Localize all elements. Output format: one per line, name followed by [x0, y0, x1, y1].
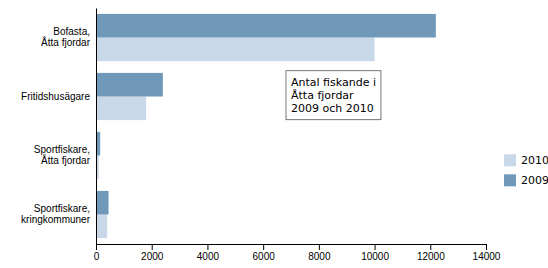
bar: [96, 215, 107, 239]
legend-swatch: [504, 174, 516, 186]
tick-label: Sportfiskare,kringkommuner: [21, 203, 91, 226]
legend: 2010 2009: [504, 154, 548, 187]
tick-label: 10000: [361, 251, 389, 262]
bar: [96, 191, 109, 215]
tick-label: 6000: [253, 251, 276, 262]
chart: 0 2000 4000 6000 8000 10000 12000 14000 Bofasta,…: [0, 0, 548, 268]
legend-swatch: [504, 154, 516, 166]
bar-series: [96, 14, 436, 215]
tick-label-line: Bofasta,: [53, 26, 90, 37]
tick: 10000: [361, 244, 389, 262]
axis-line: [97, 245, 487, 251]
annotation-text: Antal fiskande iÅtta fjordar2009 och 201…: [291, 76, 376, 115]
y-axis: Bofasta,Åtta fjordarFritidshusägareSport…: [21, 9, 96, 245]
bar-series: [96, 38, 375, 239]
tick-label-line: Sportfiskare,: [34, 144, 90, 155]
axis-line: [96, 9, 97, 245]
bar: [96, 73, 163, 97]
tick: 8000: [308, 244, 331, 262]
tick-label: 14000: [473, 251, 501, 262]
tick: 14000: [473, 244, 501, 262]
plot: 0 2000 4000 6000 8000 10000 12000 14000 Bofasta,…: [21, 9, 501, 263]
bar: [96, 97, 146, 121]
tick: Sportfiskare,Åtta fjordar: [34, 144, 96, 167]
tick: 2000: [141, 244, 164, 262]
tick-mark: [375, 244, 376, 250]
tick-label: 8000: [308, 251, 331, 262]
tick: Sportfiskare,kringkommuner: [21, 203, 96, 226]
tick-label: 12000: [417, 251, 445, 262]
tick-mark: [319, 244, 320, 250]
tick-label: 4000: [197, 251, 220, 262]
legend-label: 2010: [521, 154, 548, 167]
annotation: Antal fiskande iÅtta fjordar2009 och 201…: [286, 71, 381, 120]
tick-label: Bofasta,Åtta fjordar: [41, 26, 91, 49]
tick: Bofasta,Åtta fjordar: [41, 26, 96, 49]
legend-item: 2010: [504, 154, 548, 167]
tick-label: Fritidshusägare: [21, 91, 90, 102]
legend-label: 2009: [521, 174, 548, 187]
bar: [96, 14, 436, 38]
tick: 6000: [253, 244, 276, 262]
tick-mark: [207, 244, 208, 250]
bar: [96, 38, 375, 62]
tick: 4000: [197, 244, 220, 262]
annotation-line: Antal fiskande i: [291, 76, 376, 89]
tick: 12000: [417, 244, 445, 262]
tick-label: 0: [94, 251, 100, 262]
tick-label-line: Sportfiskare,: [34, 203, 90, 214]
annotation-box: [286, 71, 381, 120]
tick-mark: [152, 244, 153, 250]
legend-item: 2009: [504, 174, 548, 187]
tick-mark: [96, 244, 97, 250]
tick-label: 2000: [141, 251, 164, 262]
tick-label-line: kringkommuner: [21, 214, 91, 225]
tick-label-line: Åtta fjordar: [41, 154, 91, 166]
bars: [96, 14, 436, 238]
x-axis: 0 2000 4000 6000 8000 10000 12000 14000: [94, 244, 501, 262]
tick-label: Sportfiskare,Åtta fjordar: [34, 144, 91, 167]
tick-mark: [486, 244, 487, 250]
tick-label-line: Fritidshusägare: [21, 91, 90, 102]
annotation-line: Åtta fjordar: [291, 89, 354, 102]
annotation-line: 2009 och 2010: [291, 102, 374, 115]
tick-label-line: Åtta fjordar: [41, 36, 91, 48]
tick: Fritidshusägare: [21, 91, 96, 102]
tick-mark: [430, 244, 431, 250]
tick-mark: [263, 244, 264, 250]
tick: 0: [94, 244, 100, 262]
